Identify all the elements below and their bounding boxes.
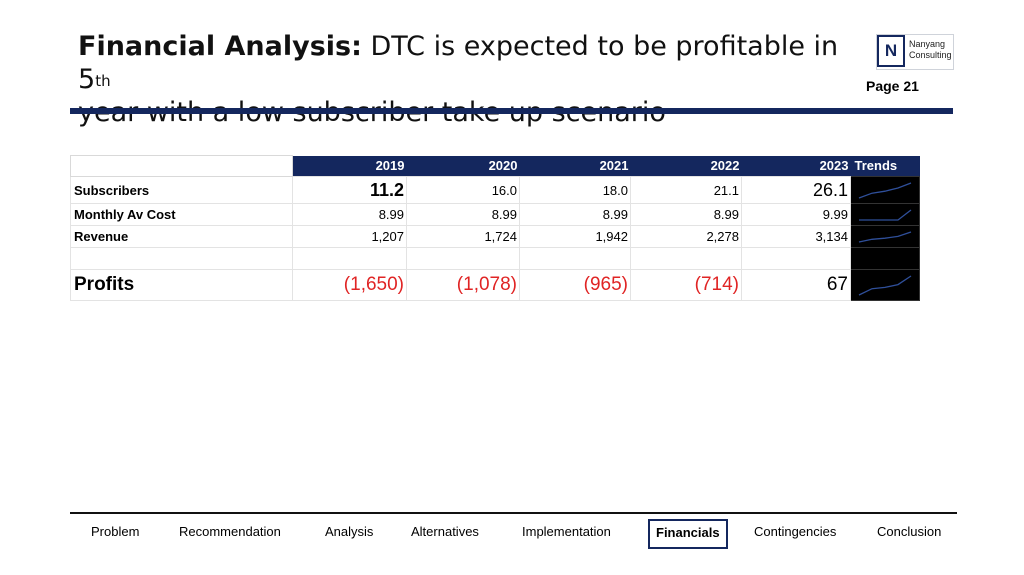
financial-table: 2019 2020 2021 2022 2023 Trends Subscrib… xyxy=(70,155,920,301)
table-cell: 2,278 xyxy=(630,225,742,248)
title-bold: Financial Analysis: xyxy=(78,31,362,62)
table-cell: 1,942 xyxy=(519,225,631,248)
sparkline-cost xyxy=(859,208,912,221)
table-cell-empty xyxy=(519,247,631,270)
table-row: Revenue 1,207 1,724 1,942 2,278 3,134 xyxy=(70,225,920,248)
sparkline-cell-empty xyxy=(850,247,920,270)
table-cell: 67 xyxy=(741,269,851,301)
table-cell: 1,724 xyxy=(406,225,520,248)
trends-header: Trends xyxy=(850,155,920,177)
row-label: Revenue xyxy=(70,225,293,248)
table-row: Monthly Av Cost 8.99 8.99 8.99 8.99 9.99 xyxy=(70,203,920,226)
title-text: DTC is expected to be profitable in 5 xyxy=(78,31,839,95)
year-header: 2019 xyxy=(292,155,407,177)
table-cell: 16.0 xyxy=(406,176,520,204)
table-cell-empty xyxy=(406,247,520,270)
slide-title: Financial Analysis: DTC is expected to b… xyxy=(78,30,868,129)
nav-item-recommendation[interactable]: Recommendation xyxy=(179,524,281,539)
table-cell: 26.1 xyxy=(741,176,851,204)
section-nav: Problem Recommendation Analysis Alternat… xyxy=(0,519,1024,549)
table-row-empty xyxy=(70,247,920,270)
table-cell: 18.0 xyxy=(519,176,631,204)
table-cell-empty xyxy=(630,247,742,270)
year-header: 2022 xyxy=(630,155,742,177)
row-label: Subscribers xyxy=(70,176,293,204)
table-cell: (1,078) xyxy=(406,269,520,301)
table-cell-empty xyxy=(741,247,851,270)
nav-item-conclusion[interactable]: Conclusion xyxy=(877,524,942,539)
table-cell-empty xyxy=(292,247,407,270)
table-cell: 21.1 xyxy=(630,176,742,204)
table-cell: 8.99 xyxy=(630,203,742,226)
nav-item-analysis[interactable]: Analysis xyxy=(325,524,374,539)
table-cell: (1,650) xyxy=(292,269,407,301)
nav-item-alternatives[interactable]: Alternatives xyxy=(411,524,479,539)
table-cell: 8.99 xyxy=(519,203,631,226)
table-cell: 1,207 xyxy=(292,225,407,248)
sparkline-revenue xyxy=(858,230,912,243)
year-header: 2020 xyxy=(406,155,520,177)
nav-item-financials[interactable]: Financials xyxy=(648,519,728,549)
logo-name-line2: Consulting xyxy=(909,50,952,60)
row-label: Monthly Av Cost xyxy=(70,203,293,226)
sparkline-profits xyxy=(858,274,912,296)
year-header: 2021 xyxy=(519,155,631,177)
table-cell: 9.99 xyxy=(741,203,851,226)
table-cell: 8.99 xyxy=(406,203,520,226)
sparkline-subscribers xyxy=(858,181,912,199)
logo-mark: N xyxy=(877,35,905,67)
footer-divider xyxy=(70,512,957,514)
table-cell: (714) xyxy=(630,269,742,301)
nav-item-implementation[interactable]: Implementation xyxy=(522,524,611,539)
title-superscript: th xyxy=(95,72,111,90)
sparkline-cell xyxy=(850,203,920,226)
row-label: Profits xyxy=(70,269,293,301)
table-row: Subscribers 11.2 16.0 18.0 21.1 26.1 xyxy=(70,176,920,204)
table-cell: 8.99 xyxy=(292,203,407,226)
company-logo: N Nanyang Consulting xyxy=(876,34,954,70)
table-header-row: 2019 2020 2021 2022 2023 Trends xyxy=(70,155,920,177)
header-blank-cell xyxy=(70,155,293,177)
table-cell: 11.2 xyxy=(292,176,407,204)
nav-item-problem[interactable]: Problem xyxy=(91,524,140,539)
sparkline-cell xyxy=(850,269,920,301)
nav-item-contingencies[interactable]: Contingencies xyxy=(754,524,837,539)
table-cell: 3,134 xyxy=(741,225,851,248)
year-header: 2023 xyxy=(741,155,851,177)
table-cell-empty xyxy=(70,247,293,270)
logo-name: Nanyang Consulting xyxy=(905,35,952,69)
sparkline-cell xyxy=(850,225,920,248)
sparkline-cell xyxy=(850,176,920,204)
page-number: Page 21 xyxy=(866,78,919,94)
table-row-profits: Profits (1,650) (1,078) (965) (714) 67 xyxy=(70,269,920,301)
logo-name-line1: Nanyang xyxy=(909,39,946,49)
table-cell: (965) xyxy=(519,269,631,301)
title-divider xyxy=(70,108,953,114)
